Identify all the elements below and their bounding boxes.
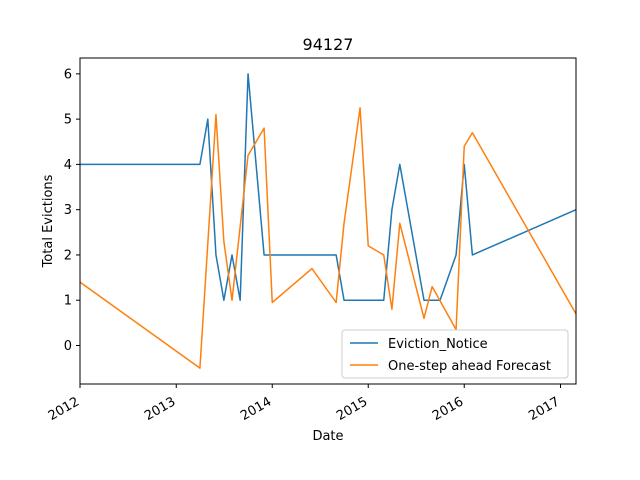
legend-label-eviction-notice: Eviction_Notice: [388, 337, 488, 352]
y-tick-label: 0: [64, 339, 72, 354]
plot-lines: [79, 73, 577, 369]
legend-box: [341, 329, 569, 379]
x-axis-label: Date: [312, 429, 343, 444]
plot-frame: [79, 57, 577, 385]
legend: Eviction_Notice One-step ahead Forecast: [341, 329, 569, 379]
chart-title: 94127: [303, 35, 354, 54]
y-tick-label: 3: [64, 203, 72, 218]
y-tick-label: 6: [64, 67, 72, 82]
y-axis-label: Total Evictions: [41, 174, 56, 268]
series-line-one-step-ahead-forecast: [79, 107, 577, 369]
y-tick-label: 1: [64, 294, 72, 309]
y-tick-label: 4: [64, 158, 72, 173]
y-tick-label: 2: [64, 248, 72, 263]
series-line-eviction-notice: [80, 73, 577, 301]
y-tick-label: 5: [64, 113, 72, 128]
legend-label-forecast: One-step ahead Forecast: [388, 359, 551, 374]
y-axis: 0 1 2 3 4 5 6: [64, 67, 80, 354]
